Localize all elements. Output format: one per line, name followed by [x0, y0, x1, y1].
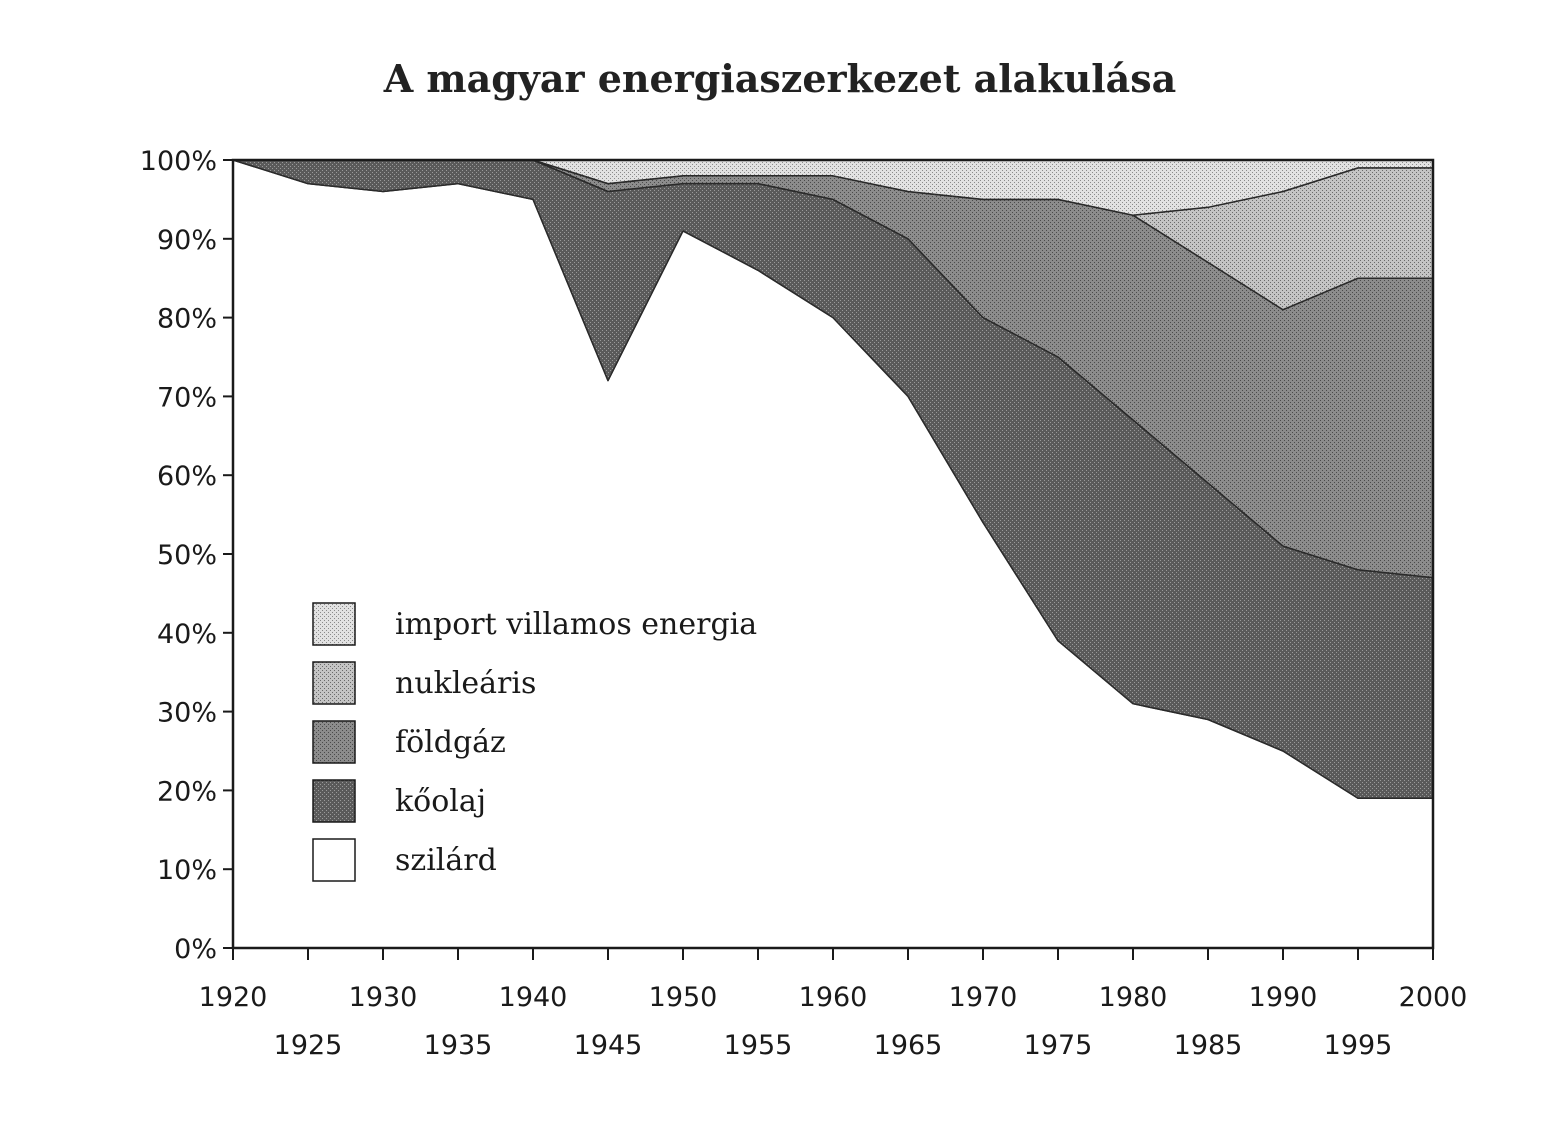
x-tick-label: 1970 — [949, 982, 1018, 1013]
legend: import villamos energia nukleáris földgáz k… — [312, 602, 757, 882]
y-tick-label: 60% — [157, 461, 217, 492]
area-series-layer — [232, 159, 1434, 949]
chart-title: A magyar energiaszerkezet alakulása — [383, 56, 1177, 101]
y-tick-label: 10% — [157, 855, 217, 886]
x-tick-label: 1995 — [1324, 1030, 1393, 1061]
x-tick-label: 1925 — [274, 1030, 343, 1061]
legend-label-nuklearis: nukleáris — [395, 666, 536, 701]
x-tick-label: 1945 — [574, 1030, 643, 1061]
y-tick-label: 50% — [157, 540, 217, 571]
y-tick-label: 70% — [157, 382, 217, 413]
y-tick-label: 0% — [174, 934, 217, 965]
axes-layer: 0% 10% 20% 30% 40% 50% 60% 70% 80% 90% 100% 1920 193… — [140, 146, 1468, 1061]
x-tick-label: 1920 — [199, 982, 268, 1013]
legend-swatch-szilard — [312, 838, 356, 882]
legend-swatch-nuklearis — [312, 661, 356, 705]
x-tick-label: 1985 — [1174, 1030, 1243, 1061]
y-tick-label: 90% — [157, 225, 217, 256]
y-tick-label: 30% — [157, 698, 217, 729]
y-tick-label: 40% — [157, 619, 217, 650]
x-tick-label: 1980 — [1099, 982, 1168, 1013]
x-tick-label: 1935 — [424, 1030, 493, 1061]
legend-label-szilard: szilárd — [395, 843, 497, 878]
legend-label-koolaj: kőolaj — [395, 784, 486, 819]
x-tick-label: 1950 — [649, 982, 718, 1013]
legend-swatch-koolaj — [312, 779, 356, 823]
legend-label-foldgaz: földgáz — [395, 725, 506, 760]
y-tick-label: 80% — [157, 304, 217, 335]
x-tick-label: 1930 — [349, 982, 418, 1013]
x-tick-label: 2000 — [1399, 982, 1468, 1013]
legend-label-import-villamos-energia: import villamos energia — [395, 607, 757, 642]
x-tick-label: 1975 — [1024, 1030, 1093, 1061]
legend-swatch-import-villamos-energia — [312, 602, 356, 646]
y-tick-label: 100% — [140, 146, 217, 177]
x-tick-label: 1955 — [724, 1030, 793, 1061]
x-tick-label: 1990 — [1249, 982, 1318, 1013]
x-tick-label: 1940 — [499, 982, 568, 1013]
x-tick-label: 1960 — [799, 982, 868, 1013]
legend-swatch-foldgaz — [312, 720, 356, 764]
y-tick-label: 20% — [157, 776, 217, 807]
x-tick-label: 1965 — [874, 1030, 943, 1061]
